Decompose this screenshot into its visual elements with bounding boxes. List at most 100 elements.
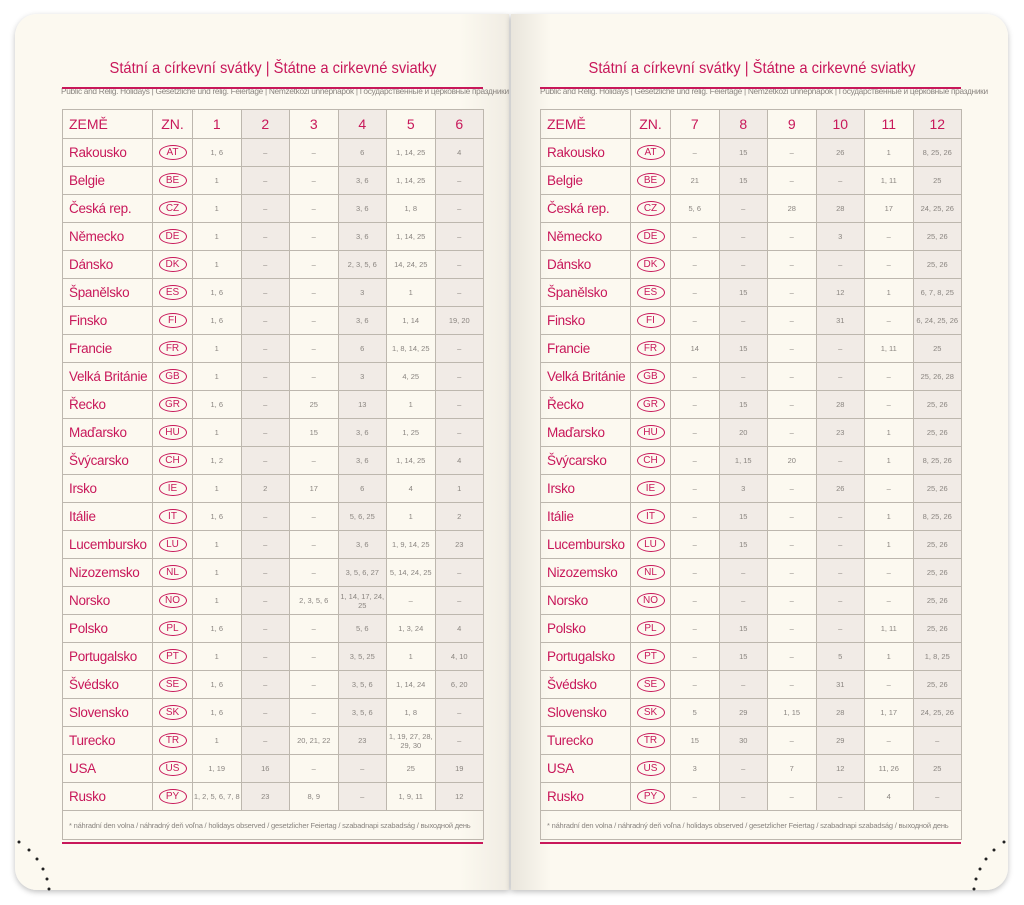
country-name: Rakousko xyxy=(540,138,631,167)
country-code-cell: AT xyxy=(630,138,671,167)
country-code-cell: LU xyxy=(152,530,193,559)
holiday-days-cell: – xyxy=(767,530,817,559)
table-row: Portugalsko PT –15–5 1 1, 8, 25 xyxy=(540,642,962,671)
country-name: Finsko xyxy=(62,306,153,335)
holiday-days-cell: 3, 6 xyxy=(337,446,387,475)
holiday-days-cell: 31 xyxy=(815,306,865,335)
holiday-days-cell: – xyxy=(289,754,339,783)
country-code-cell: SK xyxy=(152,698,193,727)
holiday-days-cell: – xyxy=(434,586,484,615)
country-code-badge: CH xyxy=(636,453,665,468)
holiday-days-cell: – xyxy=(434,194,484,223)
holiday-days-cell: – xyxy=(240,362,290,391)
country-code-badge: GR xyxy=(158,397,187,412)
holiday-days-cell: – xyxy=(240,558,290,587)
country-code-cell: US xyxy=(152,754,193,783)
holiday-days-cell: 25, 26 xyxy=(912,390,962,419)
holiday-days-cell: 25, 26 xyxy=(912,530,962,559)
country-code-cell: PT xyxy=(630,642,671,671)
holiday-days-cell: – xyxy=(912,782,962,811)
table-row: Česká rep. CZ 1– –3, 6 1, 8– xyxy=(62,194,484,223)
holiday-days-cell: 3, 6 xyxy=(337,166,387,195)
table-row: Lucembursko LU –15– –1 25, 26 xyxy=(540,530,962,559)
holiday-days-cell: – xyxy=(670,586,720,615)
country-name: Turecko xyxy=(540,726,631,755)
holiday-days-cell: – xyxy=(670,250,720,279)
holiday-days-cell: 23 xyxy=(240,782,290,811)
holiday-days-cell: – xyxy=(240,194,290,223)
holiday-days-cell: 25, 26 xyxy=(912,586,962,615)
footnote-row: * náhradní den volna / náhradný deň voľn… xyxy=(62,810,484,840)
country-code-badge: HU xyxy=(158,425,187,440)
country-code-badge: BE xyxy=(636,173,665,188)
holiday-days-cell: – xyxy=(815,446,865,475)
country-name: Švédsko xyxy=(540,670,631,699)
country-code-badge: CZ xyxy=(158,201,187,216)
country-code-badge: SK xyxy=(636,705,665,720)
holiday-days-cell: 1 xyxy=(192,362,242,391)
page-subtitle: Public and Relig. Holidays | Gesetzliche… xyxy=(61,86,509,96)
holiday-days-cell: 3, 5, 6, 27 xyxy=(337,558,387,587)
country-code-cell: FR xyxy=(630,334,671,363)
holiday-days-cell: 1 xyxy=(192,250,242,279)
holiday-days-cell: – xyxy=(670,530,720,559)
holiday-days-cell: – xyxy=(670,390,720,419)
holiday-days-cell: – xyxy=(289,334,339,363)
holiday-days-cell: – xyxy=(864,474,914,503)
holiday-days-cell: 28 xyxy=(815,698,865,727)
holiday-days-cell: 2 xyxy=(434,502,484,531)
holiday-days-cell: 26 xyxy=(815,474,865,503)
footnote-row: * náhradní den volna / náhradný deň voľn… xyxy=(540,810,962,840)
holiday-days-cell: 1, 14, 17, 24, 25 xyxy=(337,586,387,615)
table-row: Belgie BE 1– –3, 6 1, 14, 25– xyxy=(62,166,484,195)
country-name: Velká Británie xyxy=(540,362,631,391)
holidays-table-jul-dec: ZEMĚ ZN. 7 8 9 10 11 12 Rakousko AT –15–26 1 8, 25, … xyxy=(540,109,962,840)
holiday-days-cell: – xyxy=(434,278,484,307)
holiday-days-cell: 1 xyxy=(386,390,436,419)
holiday-days-cell: 24, 25, 26 xyxy=(912,698,962,727)
holiday-days-cell: – xyxy=(767,670,817,699)
table-row: Francie FR 1– –6 1, 8, 14, 25– xyxy=(62,334,484,363)
holiday-days-cell: 25 xyxy=(912,754,962,783)
country-code-cell: FI xyxy=(152,306,193,335)
country-code-badge: FR xyxy=(636,341,665,356)
holiday-days-cell: 7 xyxy=(767,754,817,783)
country-code-badge: NL xyxy=(636,565,665,580)
country-code-cell: DK xyxy=(152,250,193,279)
country-name: USA xyxy=(62,754,153,783)
holiday-days-cell: 31 xyxy=(815,670,865,699)
holiday-days-cell: 15 xyxy=(718,166,768,195)
holiday-days-cell: – xyxy=(864,670,914,699)
country-code-badge: DE xyxy=(158,229,187,244)
country-name: Nizozemsko xyxy=(540,558,631,587)
country-code-cell: DK xyxy=(630,250,671,279)
country-code-cell: ES xyxy=(152,278,193,307)
header-code: ZN. xyxy=(630,109,671,139)
holiday-days-cell: – xyxy=(767,390,817,419)
holiday-days-cell: – xyxy=(240,698,290,727)
holiday-days-cell: 15 xyxy=(718,502,768,531)
country-name: Česká rep. xyxy=(62,194,153,223)
country-code-cell: DE xyxy=(152,222,193,251)
holiday-days-cell: 1, 6 xyxy=(192,306,242,335)
country-code-cell: LU xyxy=(630,530,671,559)
holiday-days-cell: 1, 11 xyxy=(864,614,914,643)
holiday-days-cell: – xyxy=(289,166,339,195)
table-row: Maďarsko HU –20–23 1 25, 26 xyxy=(540,418,962,447)
country-code-badge: DK xyxy=(636,257,665,272)
holiday-days-cell: 1, 11 xyxy=(864,166,914,195)
holiday-days-cell: – xyxy=(240,642,290,671)
holiday-days-cell: – xyxy=(815,250,865,279)
country-code-cell: TR xyxy=(152,726,193,755)
holiday-days-cell: – xyxy=(434,334,484,363)
holiday-days-cell: – xyxy=(815,530,865,559)
holiday-days-cell: 15 xyxy=(718,334,768,363)
holiday-days-cell: 15 xyxy=(718,614,768,643)
holiday-days-cell: 13 xyxy=(337,390,387,419)
country-code-cell: CZ xyxy=(630,194,671,223)
holiday-days-cell: 1 xyxy=(864,418,914,447)
holiday-days-cell: 3, 5, 6 xyxy=(337,698,387,727)
country-code-badge: AT xyxy=(636,145,665,160)
holiday-days-cell: – xyxy=(240,222,290,251)
country-code-badge: FI xyxy=(636,313,665,328)
